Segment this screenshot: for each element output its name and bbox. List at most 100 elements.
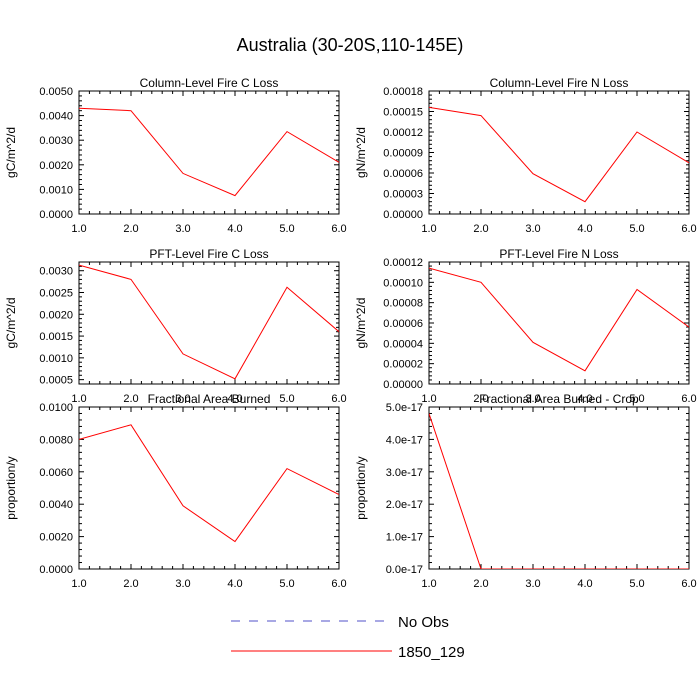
y-axis-label: gC/m^2/d — [4, 127, 18, 178]
x-tick-label: 4.0 — [227, 393, 242, 405]
x-tick-label: 2.0 — [473, 393, 488, 405]
series-line — [79, 264, 339, 380]
series-line — [429, 106, 689, 203]
x-tick-label: 2.0 — [473, 578, 488, 590]
x-tick-label: 3.0 — [525, 578, 540, 590]
x-tick-label: 5.0 — [279, 223, 294, 235]
legend-label: 1850_129 — [398, 644, 465, 661]
chart-panel: 1.0 2.0 3.0 4.0 5.0 6.0 0.0005 0.0010 0.0015 0.00… — [4, 247, 347, 405]
x-tick-label: 4.0 — [227, 223, 242, 235]
x-tick-label: 4.0 — [577, 393, 592, 405]
y-tick-label: 0.00003 — [383, 189, 423, 201]
plot-frame — [428, 261, 690, 385]
x-tick-label: 5.0 — [629, 578, 644, 590]
y-tick-label: 0.0005 — [39, 375, 73, 387]
panel-title: PFT-Level Fire N Loss — [499, 247, 618, 261]
x-tick-label: 6.0 — [681, 393, 696, 405]
plot-frame — [428, 406, 690, 570]
x-tick-label: 3.0 — [525, 393, 540, 405]
x-tick-label: 3.0 — [175, 393, 190, 405]
x-tick-label: 3.0 — [525, 223, 540, 235]
x-tick-label: 6.0 — [331, 223, 346, 235]
y-tick-label: 0.0050 — [39, 86, 73, 98]
x-tick-label: 5.0 — [279, 578, 294, 590]
y-tick-label: 0.00006 — [383, 168, 423, 180]
y-tick-label: 0.00004 — [383, 338, 423, 350]
plot-frame — [78, 261, 340, 385]
x-tick-label: 2.0 — [123, 223, 138, 235]
x-tick-label: 4.0 — [227, 578, 242, 590]
figure-title: Australia (30-20S,110-145E) — [236, 35, 464, 55]
y-tick-label: 0.0010 — [39, 184, 73, 196]
y-tick-label: 0.00015 — [383, 107, 423, 119]
plot-frame — [78, 406, 340, 570]
y-tick-label: 0.0e-17 — [386, 564, 423, 576]
x-tick-label: 4.0 — [577, 223, 592, 235]
x-tick-label: 6.0 — [681, 223, 696, 235]
y-tick-label: 0.00018 — [383, 86, 423, 98]
y-tick-label: 2.0e-17 — [386, 499, 423, 511]
y-tick-label: 0.0000 — [39, 564, 73, 576]
y-tick-label: 0.0025 — [39, 288, 73, 300]
series-line — [429, 267, 689, 372]
x-tick-label: 2.0 — [123, 393, 138, 405]
y-tick-label: 3.0e-17 — [386, 467, 423, 479]
y-tick-label: 0.00006 — [383, 318, 423, 330]
x-tick-label: 6.0 — [331, 578, 346, 590]
x-tick-label: 1.0 — [71, 223, 86, 235]
y-tick-label: 0.00009 — [383, 148, 423, 160]
plot-frame — [78, 90, 340, 215]
y-tick-label: 0.00008 — [383, 298, 423, 310]
y-tick-label: 0.0010 — [39, 353, 73, 365]
y-tick-label: 5.0e-17 — [386, 402, 423, 414]
plot-frame — [428, 90, 690, 215]
series-line — [79, 424, 339, 543]
x-tick-label: 1.0 — [421, 223, 436, 235]
y-axis-label: gC/m^2/d — [4, 298, 18, 349]
y-axis-label: gN/m^2/d — [354, 127, 368, 178]
y-tick-label: 0.00000 — [383, 209, 423, 221]
y-axis-label: proportion/y — [4, 456, 18, 519]
y-tick-label: 0.0000 — [39, 209, 73, 221]
legend-label: No Obs — [398, 614, 449, 631]
panel-title: PFT-Level Fire C Loss — [149, 247, 268, 261]
x-tick-label: 2.0 — [123, 578, 138, 590]
x-tick-label: 3.0 — [175, 578, 190, 590]
y-tick-label: 0.0030 — [39, 135, 73, 147]
legend: No Obs 1850_129 — [231, 614, 465, 661]
x-tick-label: 5.0 — [629, 223, 644, 235]
chart-panel: 1.0 2.0 3.0 4.0 5.0 6.0 0.00000 0.00003 0.00006 0… — [354, 76, 697, 235]
y-tick-label: 0.0020 — [39, 160, 73, 172]
y-tick-label: 0.0060 — [39, 467, 73, 479]
panel-title: Column-Level Fire C Loss — [140, 76, 279, 90]
series-line — [79, 107, 339, 197]
y-tick-label: 0.0020 — [39, 532, 73, 544]
x-tick-label: 6.0 — [681, 578, 696, 590]
panel-title: Fractional Area Burned - Crop — [479, 392, 639, 406]
x-tick-label: 4.0 — [577, 578, 592, 590]
y-tick-label: 0.00012 — [383, 127, 423, 139]
x-tick-label: 1.0 — [71, 393, 86, 405]
x-tick-label: 1.0 — [71, 578, 86, 590]
y-tick-label: 0.0100 — [39, 402, 73, 414]
x-tick-label: 3.0 — [175, 223, 190, 235]
x-tick-label: 1.0 — [421, 393, 436, 405]
y-tick-label: 0.0080 — [39, 434, 73, 446]
y-tick-label: 0.00000 — [383, 379, 423, 391]
y-axis-label: proportion/y — [354, 456, 368, 519]
x-tick-label: 1.0 — [421, 578, 436, 590]
y-tick-label: 0.0040 — [39, 499, 73, 511]
series-line — [429, 413, 689, 569]
x-tick-label: 5.0 — [279, 393, 294, 405]
panel-title: Fractional Area Burned — [148, 392, 271, 406]
chart-panel: 1.0 2.0 3.0 4.0 5.0 6.0 0.0e-17 1.0e-17 2.0e-17 3… — [354, 392, 697, 590]
y-tick-label: 0.0020 — [39, 309, 73, 321]
y-axis-label: gN/m^2/d — [354, 298, 368, 349]
y-tick-label: 0.0030 — [39, 266, 73, 278]
x-tick-label: 5.0 — [629, 393, 644, 405]
y-tick-label: 0.00012 — [383, 257, 423, 269]
y-tick-label: 0.00010 — [383, 277, 423, 289]
y-tick-label: 0.0040 — [39, 111, 73, 123]
